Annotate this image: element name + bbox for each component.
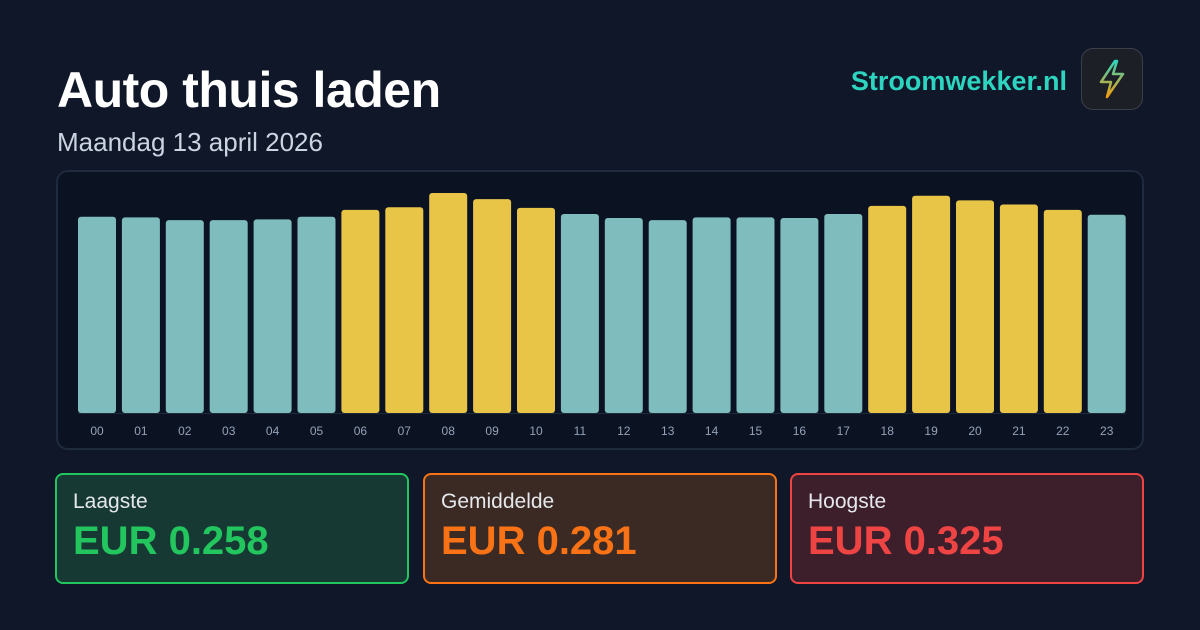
lightning-bolt-icon <box>1099 59 1125 99</box>
x-tick-label: 06 <box>354 424 368 438</box>
highest-price-label: Hoogste <box>808 490 887 513</box>
chart-bar-05[interactable] <box>297 216 336 413</box>
chart-bar-11[interactable] <box>560 214 599 413</box>
average-price-card: Gemiddelde EUR 0.281 <box>423 473 777 584</box>
x-tick-label: 13 <box>661 424 675 438</box>
x-tick-label: 17 <box>837 424 851 438</box>
page-title: Auto thuis laden <box>57 62 441 118</box>
x-tick-label: 12 <box>617 424 631 438</box>
lowest-price-value: EUR 0.258 <box>73 519 269 563</box>
chart-bar-02[interactable] <box>165 220 204 413</box>
chart-bar-22[interactable] <box>1043 209 1082 413</box>
chart-bar-14[interactable] <box>692 217 731 413</box>
chart-bar-07[interactable] <box>385 207 424 413</box>
x-tick-label: 07 <box>398 424 412 438</box>
chart-bar-03[interactable] <box>209 220 248 413</box>
brand-logo[interactable] <box>1081 48 1143 110</box>
chart-bar-16[interactable] <box>780 218 819 413</box>
chart-bar-10[interactable] <box>517 207 555 413</box>
chart-bar-12[interactable] <box>604 218 643 413</box>
chart-bar-04[interactable] <box>253 219 292 413</box>
chart-bar-21[interactable] <box>999 204 1038 414</box>
x-tick-label: 11 <box>574 424 587 438</box>
x-tick-label: 04 <box>266 424 280 438</box>
x-tick-label: 00 <box>90 424 104 438</box>
x-tick-label: 14 <box>705 424 719 438</box>
chart-bar-15[interactable] <box>736 217 775 413</box>
average-price-label: Gemiddelde <box>441 490 555 513</box>
chart-bar-08[interactable] <box>429 193 468 413</box>
x-tick-label: 08 <box>442 424 456 438</box>
average-price-value: EUR 0.281 <box>441 519 637 563</box>
x-tick-label: 16 <box>793 424 807 438</box>
x-tick-label: 05 <box>310 424 324 438</box>
x-tick-label: 18 <box>881 424 895 438</box>
lowest-price-label: Laagste <box>73 490 148 513</box>
price-chart-svg: 00 01 02 03 04 05 06 07 08 09 10 11 12 13 14 15 16 17 18 19… <box>78 193 1126 438</box>
highest-price-value: EUR 0.325 <box>808 519 1004 563</box>
highest-price-card: Hoogste EUR 0.325 <box>790 473 1144 584</box>
x-tick-label: 15 <box>749 424 763 438</box>
page-subtitle: Maandag 13 april 2026 <box>57 127 323 157</box>
x-tick-label: 23 <box>1100 424 1114 438</box>
lowest-price-card: Laagste EUR 0.258 <box>55 473 409 584</box>
chart-bar-18[interactable] <box>868 205 907 413</box>
chart-bar-17[interactable] <box>824 214 863 413</box>
x-tick-label: 01 <box>134 424 148 438</box>
x-tick-label: 21 <box>1012 424 1026 438</box>
chart-bar-13[interactable] <box>648 220 687 413</box>
chart-bar-06[interactable] <box>341 209 380 413</box>
x-tick-label: 10 <box>529 424 543 438</box>
brand-name[interactable]: Stroomwekker.nl <box>850 66 1067 96</box>
chart-bar-19[interactable] <box>912 195 951 413</box>
chart-bar-09[interactable] <box>473 199 512 413</box>
chart-bar-20[interactable] <box>956 200 994 413</box>
price-chart: 00 01 02 03 04 05 06 07 08 09 10 11 12 13 14 15 16 17 18 19… <box>56 170 1144 450</box>
x-tick-label: 20 <box>968 424 982 438</box>
chart-bar-01[interactable] <box>121 217 160 413</box>
chart-bar-23[interactable] <box>1087 214 1126 413</box>
x-tick-label: 03 <box>222 424 236 438</box>
x-tick-label: 02 <box>178 424 192 438</box>
x-tick-label: 19 <box>924 424 938 438</box>
chart-bar-00[interactable] <box>78 216 116 413</box>
x-tick-label: 22 <box>1056 424 1070 438</box>
x-tick-label: 09 <box>485 424 499 438</box>
